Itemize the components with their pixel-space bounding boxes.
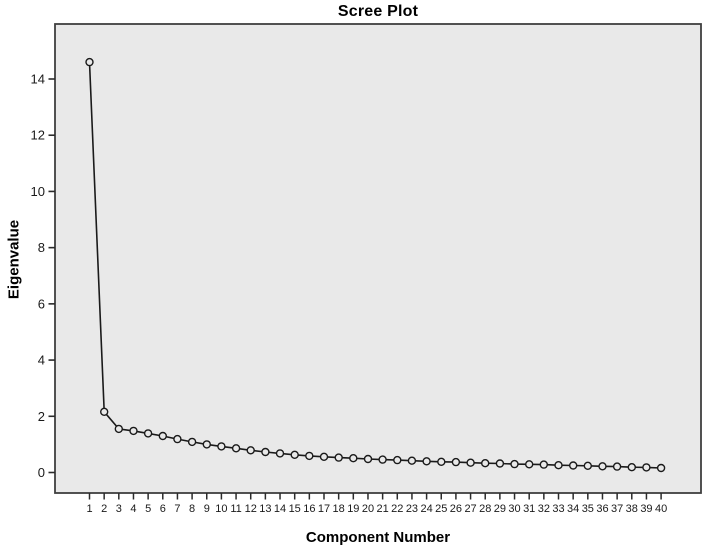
x-axis-tick-label: 17 [318, 503, 330, 515]
x-axis-tick-label: 27 [464, 503, 476, 515]
x-axis-tick-label: 22 [391, 503, 403, 515]
y-axis-tick-label: 4 [38, 353, 45, 368]
data-point-marker [261, 447, 270, 457]
x-axis-tick-label: 15 [289, 503, 301, 515]
x-axis-tick-label: 16 [303, 503, 315, 515]
x-axis-tick-label: 2 [101, 503, 107, 515]
data-point-marker [334, 453, 343, 462]
y-axis-tick-label: 10 [31, 184, 45, 199]
x-axis-tick-label: 28 [479, 503, 491, 515]
data-point-marker [231, 444, 241, 453]
data-point-marker [158, 431, 168, 441]
data-point-marker [437, 457, 446, 466]
data-point-marker [85, 57, 94, 67]
x-axis-tick-label: 12 [245, 503, 257, 515]
data-point-marker [173, 434, 182, 444]
data-point-marker [275, 449, 285, 458]
x-axis-tick-label: 11 [230, 503, 241, 515]
x-axis-tick-label: 31 [523, 503, 535, 515]
x-axis-tick-label: 5 [145, 503, 151, 515]
x-axis-tick-label: 38 [626, 503, 638, 515]
data-point-marker [569, 461, 578, 470]
data-point-marker [525, 460, 534, 469]
data-point-marker [554, 461, 563, 470]
y-axis-tick-label: 2 [38, 409, 45, 424]
x-axis-tick-label: 35 [582, 503, 594, 515]
x-axis-tick-label: 20 [362, 503, 374, 515]
x-axis-tick-label: 37 [611, 503, 623, 515]
data-point-marker [363, 454, 373, 464]
x-axis-title: Component Number [305, 529, 451, 546]
data-point-marker [583, 461, 592, 470]
x-axis-tick-label: 9 [204, 503, 210, 515]
data-point-marker [642, 463, 651, 472]
data-point-marker [495, 459, 505, 468]
y-axis-tick-label: 6 [38, 296, 45, 311]
data-point-marker [422, 457, 431, 466]
x-axis-tick-label: 30 [508, 503, 520, 515]
x-axis-tick-label: 34 [567, 503, 579, 515]
x-axis-tick-label: 3 [116, 503, 122, 515]
data-point-marker [202, 440, 212, 449]
x-axis-tick-label: 39 [640, 503, 652, 515]
y-axis-tick-label: 8 [38, 240, 45, 255]
y-axis-tick-label: 12 [31, 128, 45, 143]
x-axis-tick-label: 24 [420, 503, 432, 515]
x-axis-tick-label: 23 [406, 503, 418, 515]
data-point-marker [656, 463, 666, 473]
data-point-marker [143, 429, 153, 438]
data-point-marker [598, 462, 607, 471]
data-point-marker [319, 452, 329, 461]
data-point-marker [466, 458, 475, 467]
x-axis-tick-label: 26 [450, 503, 462, 515]
data-point-marker [612, 462, 622, 471]
data-point-marker [290, 450, 299, 459]
data-point-marker [510, 459, 519, 469]
data-point-marker [481, 459, 490, 468]
x-axis-tick-label: 1 [86, 503, 92, 515]
x-axis-tick-label: 14 [274, 503, 286, 515]
data-point-marker [305, 451, 314, 461]
plot-area [54, 23, 702, 494]
data-point-marker [451, 457, 461, 467]
y-axis-tick-label: 0 [38, 465, 45, 480]
data-point-marker [99, 407, 109, 416]
x-axis-tick-label: 33 [552, 503, 564, 515]
y-axis-tick-label: 14 [31, 72, 45, 87]
data-point-marker [539, 460, 548, 469]
x-axis-tick-label: 18 [333, 503, 345, 515]
data-point-marker [349, 454, 358, 463]
x-axis-tick-label: 19 [347, 503, 359, 515]
data-point-marker [407, 456, 417, 465]
x-axis-tick-label: 21 [377, 503, 389, 515]
x-axis-tick-label: 13 [259, 503, 271, 515]
data-point-marker [246, 446, 255, 455]
data-point-marker [217, 442, 226, 451]
data-point-marker [627, 463, 636, 472]
x-axis-tick-label: 40 [655, 503, 667, 515]
x-axis-tick-label: 29 [494, 503, 506, 515]
data-point-marker [187, 437, 197, 447]
x-axis-tick-label: 8 [189, 503, 195, 515]
data-point-marker [393, 455, 402, 465]
x-axis-tick-label: 10 [215, 503, 227, 515]
data-point-marker [129, 426, 138, 436]
data-point-marker [378, 455, 387, 464]
data-point-marker [114, 424, 124, 434]
x-axis-tick-label: 4 [130, 503, 136, 515]
x-axis-tick-label: 25 [435, 503, 447, 515]
x-axis-tick-label: 6 [160, 503, 166, 515]
x-axis-tick-label: 7 [174, 503, 180, 515]
x-axis-tick-label: 36 [596, 503, 608, 515]
chart-title: Scree Plot [337, 3, 419, 20]
x-axis-tick-label: 32 [538, 503, 550, 515]
scree-line [88, 62, 662, 469]
